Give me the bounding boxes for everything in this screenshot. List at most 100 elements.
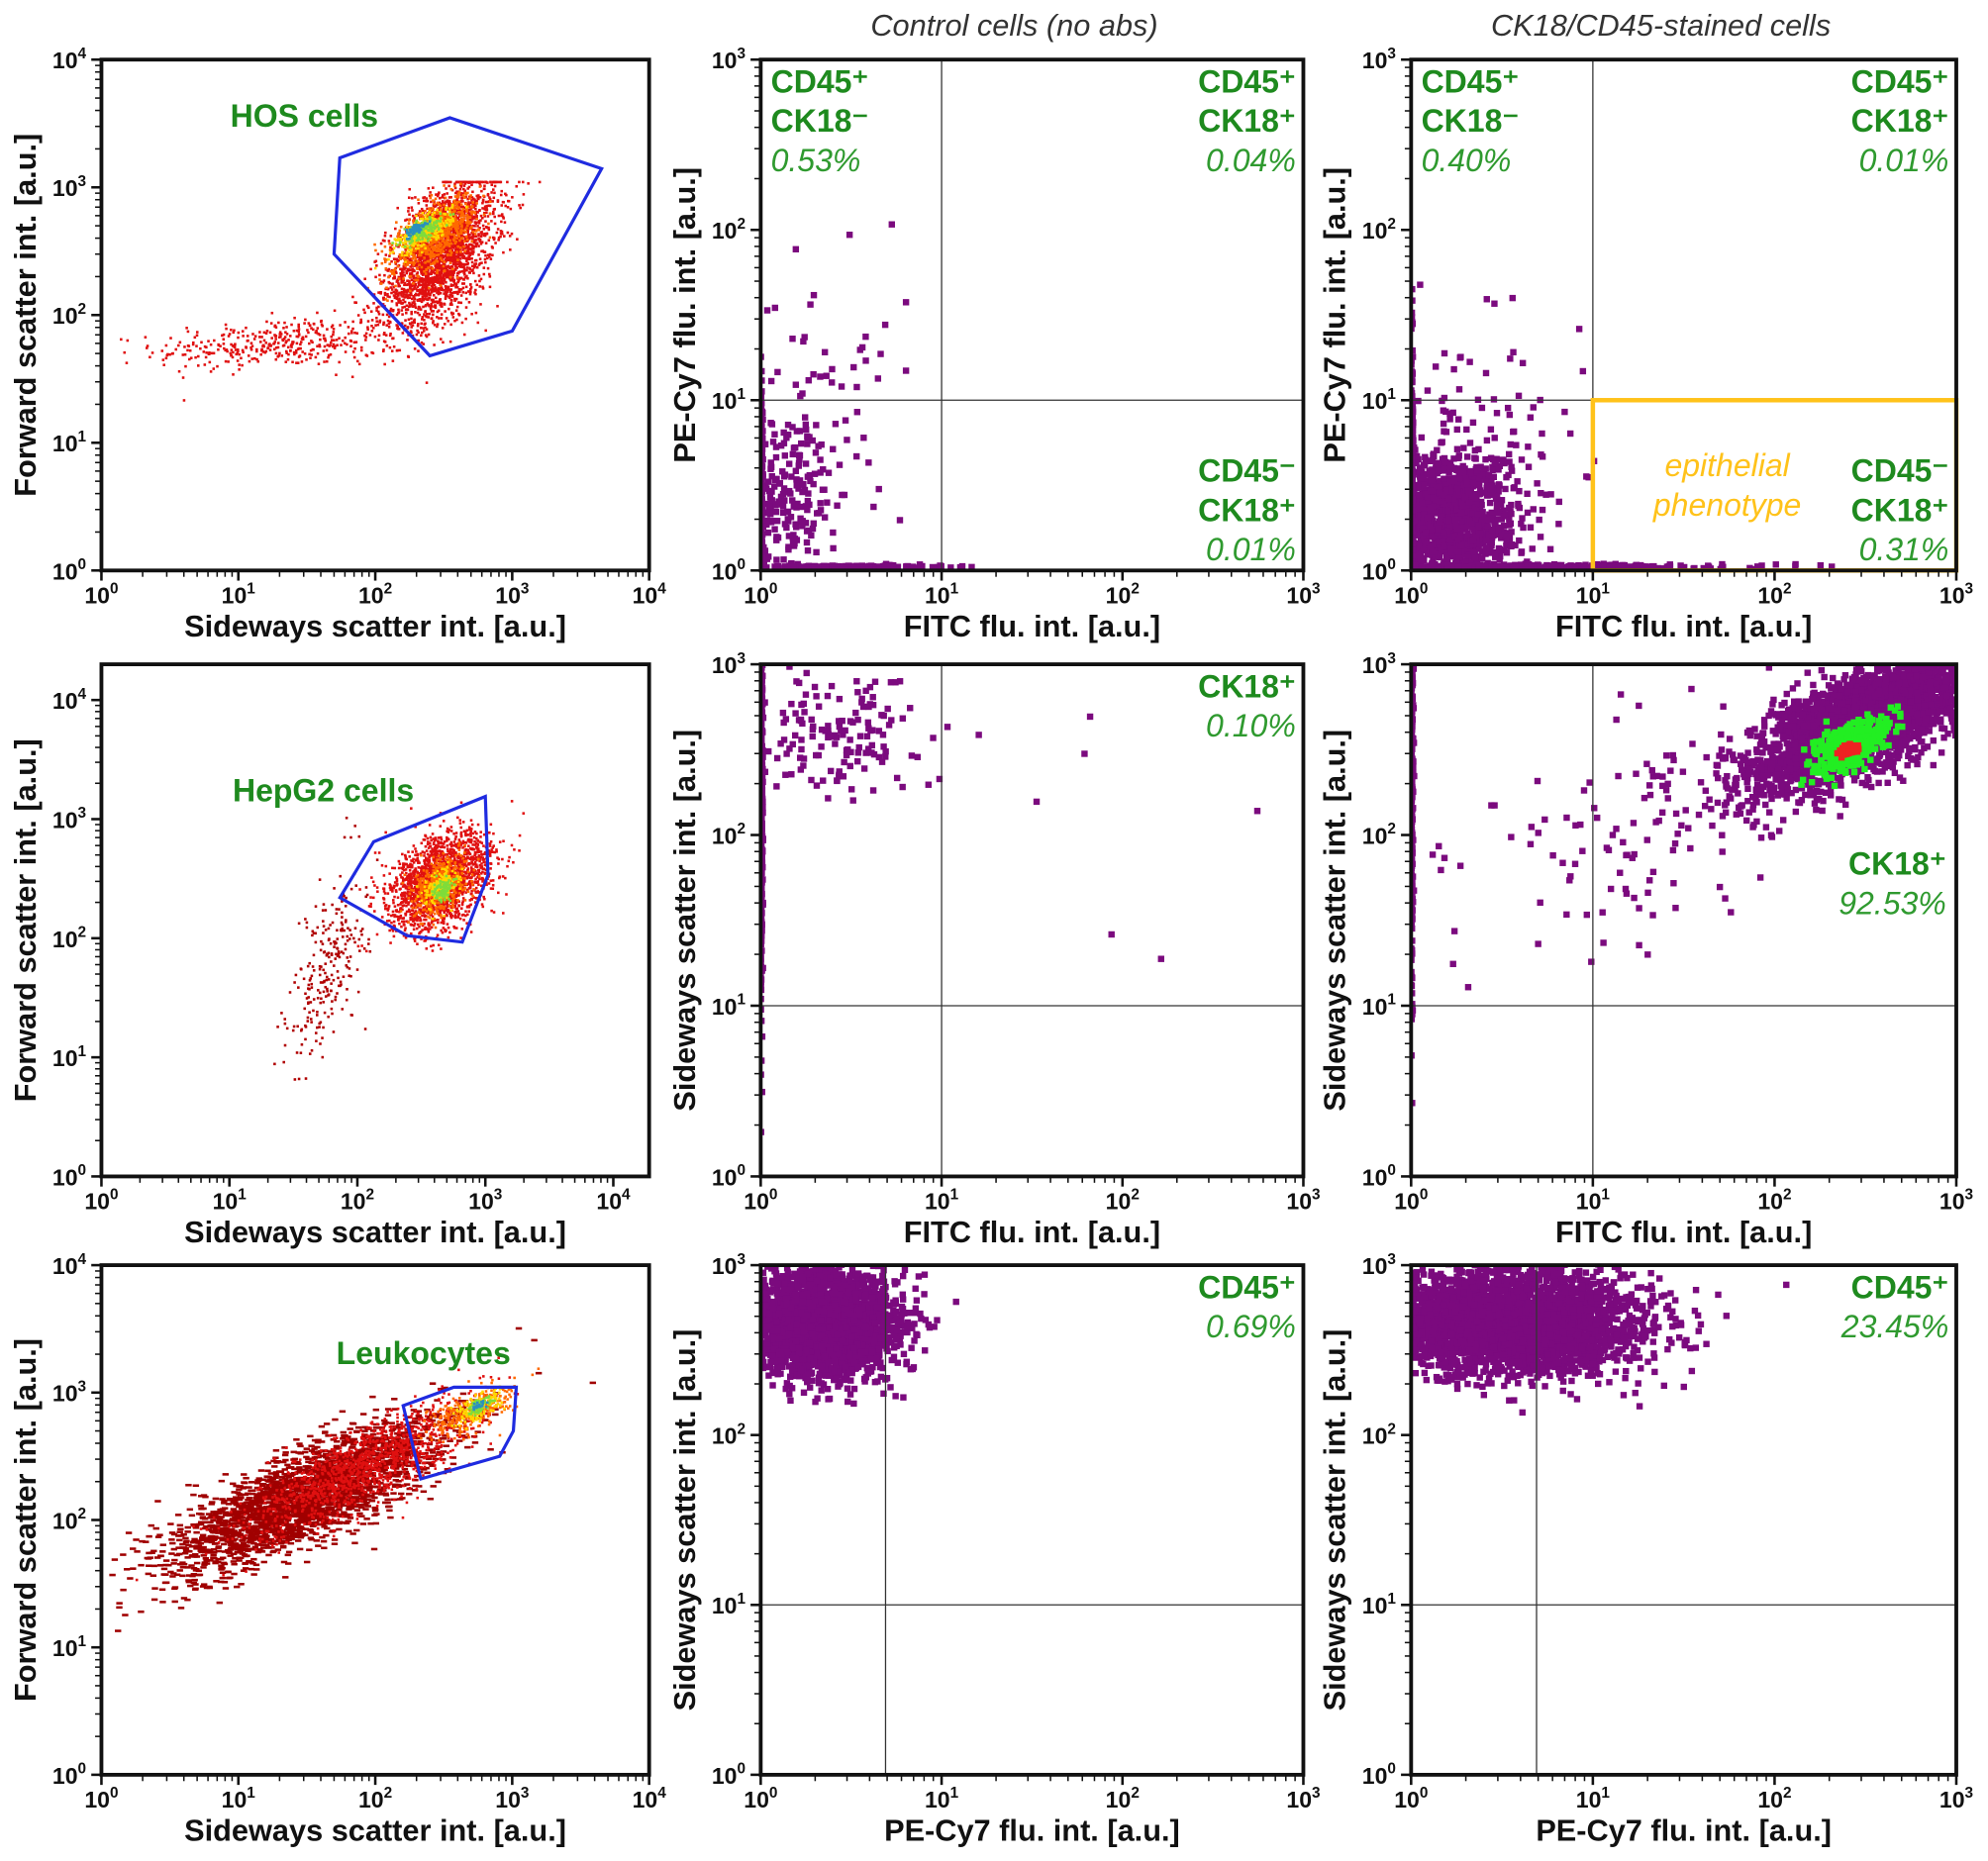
data-point xyxy=(445,187,447,190)
data-point xyxy=(363,334,366,338)
data-point xyxy=(473,291,476,294)
data-point xyxy=(412,242,416,245)
data-point xyxy=(407,234,411,238)
data-point xyxy=(430,284,434,288)
column-title-stained: CK18/CD45-stained cells xyxy=(1491,8,1831,43)
data-point xyxy=(432,199,435,202)
data-point xyxy=(274,338,277,341)
data-point xyxy=(384,334,388,337)
data-point xyxy=(817,507,825,514)
data-point xyxy=(392,246,396,250)
data-point xyxy=(418,249,422,253)
data-point xyxy=(438,230,441,233)
data-point xyxy=(442,222,446,225)
data-point xyxy=(430,245,434,249)
data-point xyxy=(443,193,447,196)
data-point xyxy=(763,564,770,571)
data-point xyxy=(390,244,394,246)
data-point xyxy=(417,212,421,215)
data-point xyxy=(416,227,419,231)
data-point xyxy=(414,278,417,282)
data-point xyxy=(431,289,434,293)
gate-polygon[interactable] xyxy=(332,116,604,358)
data-point xyxy=(440,251,443,255)
data-point xyxy=(439,238,443,242)
data-point xyxy=(433,232,437,236)
data-point xyxy=(263,350,267,354)
data-point xyxy=(505,193,508,197)
data-point xyxy=(781,452,789,459)
data-point xyxy=(480,233,483,236)
data-point xyxy=(485,232,489,236)
data-point xyxy=(459,180,462,184)
data-point xyxy=(477,245,480,247)
data-point xyxy=(419,235,422,238)
data-point xyxy=(393,296,397,300)
data-point xyxy=(445,208,447,211)
data-point xyxy=(401,313,404,316)
data-point xyxy=(780,556,787,563)
data-point xyxy=(388,254,391,257)
data-point xyxy=(425,250,429,254)
data-point xyxy=(474,235,478,239)
data-point xyxy=(478,261,482,265)
data-point xyxy=(406,267,410,271)
data-point xyxy=(779,468,786,475)
data-point xyxy=(466,276,469,280)
data-point xyxy=(242,335,245,338)
data-point xyxy=(780,440,788,446)
data-point xyxy=(448,275,452,279)
data-point xyxy=(443,227,447,230)
data-point xyxy=(793,596,799,602)
data-point xyxy=(421,286,424,290)
data-point xyxy=(809,525,817,533)
data-point xyxy=(401,245,404,248)
data-point xyxy=(744,492,749,498)
data-point xyxy=(424,214,427,217)
data-point xyxy=(447,246,450,249)
data-point xyxy=(472,235,475,239)
data-point xyxy=(468,252,471,256)
data-point xyxy=(359,345,363,349)
data-point xyxy=(808,580,814,586)
data-point xyxy=(803,528,811,535)
data-point xyxy=(433,202,437,206)
data-point xyxy=(454,203,458,206)
data-point xyxy=(789,424,796,431)
data-point xyxy=(458,212,462,216)
data-point xyxy=(427,292,430,296)
data-point xyxy=(453,221,457,225)
data-point xyxy=(417,284,421,287)
data-point xyxy=(763,307,771,314)
data-point xyxy=(241,363,244,367)
data-point xyxy=(813,548,820,556)
data-point xyxy=(230,328,233,332)
data-point xyxy=(407,254,411,258)
data-point xyxy=(439,217,443,220)
data-point xyxy=(467,180,470,184)
data-point xyxy=(385,286,388,290)
data-point xyxy=(272,347,276,351)
quadrant-label: CD45⁻ xyxy=(1198,453,1296,489)
data-point xyxy=(412,320,416,323)
data-point xyxy=(402,278,406,282)
data-point xyxy=(432,320,435,323)
data-point xyxy=(956,564,964,571)
data-point xyxy=(429,191,432,194)
data-point xyxy=(461,235,465,239)
data-point xyxy=(221,334,224,338)
data-point xyxy=(396,264,400,268)
data-point xyxy=(311,341,314,344)
data-point xyxy=(414,243,417,245)
data-point xyxy=(467,237,471,241)
data-point xyxy=(481,285,484,289)
data-point xyxy=(479,219,482,222)
data-point xyxy=(355,359,359,363)
data-point xyxy=(463,189,467,193)
data-point xyxy=(1400,509,1406,515)
data-point xyxy=(817,500,824,507)
data-point xyxy=(437,214,441,217)
data-point xyxy=(810,291,818,299)
data-point xyxy=(255,347,258,351)
